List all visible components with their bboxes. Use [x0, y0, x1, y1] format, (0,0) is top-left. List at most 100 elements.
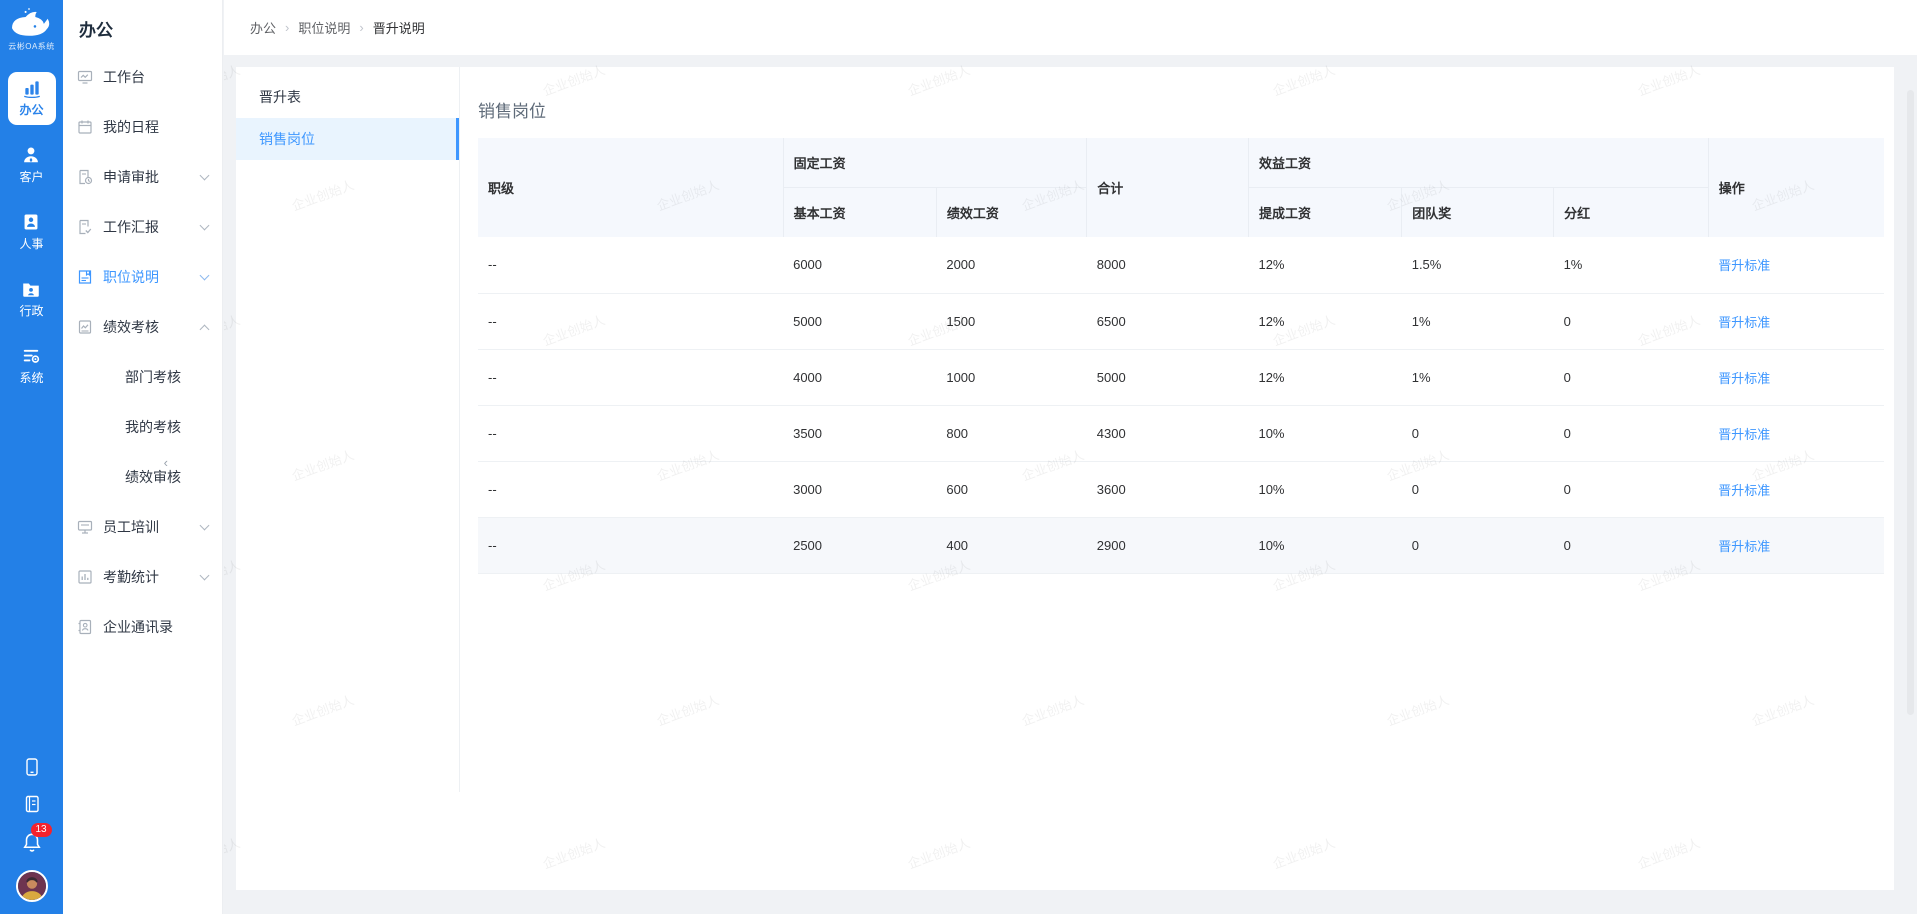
- chevron-down-icon: [199, 220, 210, 231]
- cell-level: --: [478, 517, 784, 574]
- col-header-base-salary: 基本工资: [782, 187, 937, 237]
- promotion-standard-link[interactable]: 晋升标准: [1718, 314, 1771, 330]
- sidebar-item-label: 绩效考核: [103, 319, 159, 335]
- table-row: -- 6000 2000 8000 12% 1.5% 1% 晋升标准: [478, 237, 1884, 294]
- cell-commission: 10%: [1248, 517, 1402, 574]
- chevron-down-icon: [199, 270, 210, 281]
- sidebar-item-attendance[interactable]: 考勤统计: [63, 552, 222, 602]
- rail-item-label: 行政: [19, 304, 44, 318]
- hr-icon: [25, 214, 38, 230]
- col-header-total: 合计: [1086, 138, 1249, 237]
- panel-header: 晋升表: [259, 89, 301, 105]
- cell-commission: 10%: [1248, 461, 1402, 518]
- sidebar-item-performance[interactable]: 绩效考核: [63, 302, 222, 352]
- contacts-icon: [78, 619, 92, 635]
- cell-base-salary: 6000: [783, 237, 937, 294]
- panel-divider: [459, 67, 460, 792]
- table-body: -- 6000 2000 8000 12% 1.5% 1% 晋升标准 --: [478, 237, 1884, 574]
- breadcrumb-separator-icon: ›: [285, 20, 290, 35]
- sidebar-item-position-description[interactable]: 职位说明: [63, 252, 222, 302]
- rail-item-system[interactable]: 系统: [19, 346, 44, 386]
- cell-dividend: 0: [1553, 349, 1709, 406]
- cell-perf-salary: 1000: [936, 349, 1087, 406]
- logo-text: 云彬OA系统: [8, 42, 55, 51]
- cell-action: 晋升标准: [1708, 461, 1884, 518]
- mobile-icon[interactable]: [22, 757, 42, 777]
- sidebar-item-contacts[interactable]: 企业通讯录: [63, 602, 222, 652]
- cell-dividend: 0: [1553, 517, 1709, 574]
- rail-item-admin[interactable]: 行政: [19, 279, 44, 319]
- promotion-standard-link[interactable]: 晋升标准: [1718, 482, 1771, 498]
- cell-level: --: [478, 349, 784, 406]
- sidebar-collapse-icon[interactable]: ‹: [163, 454, 168, 470]
- col-header-action: 操作: [1707, 138, 1884, 237]
- col-header-commission: 提成工资: [1247, 187, 1402, 237]
- cell-team-bonus: 0: [1401, 461, 1554, 518]
- cell-team-bonus: 1%: [1401, 349, 1554, 406]
- sidebar-item-label: 部门考核: [125, 369, 181, 385]
- rail-item-customer[interactable]: 客户: [19, 145, 44, 185]
- cell-base-salary: 4000: [783, 349, 937, 406]
- promotion-standard-link[interactable]: 晋升标准: [1718, 370, 1771, 386]
- content-area: 办公 › 职位说明 › 晋升说明 晋升表 销售岗位 销售岗位 职级 固定工资: [224, 0, 1917, 914]
- promotion-standard-link[interactable]: 晋升标准: [1718, 426, 1771, 442]
- whale-logo-icon: [12, 8, 50, 36]
- sidebar-item-approval[interactable]: 申请审批: [63, 152, 222, 202]
- cell-base-salary: 3000: [783, 461, 937, 518]
- sidebar-item-schedule[interactable]: 我的日程: [63, 102, 222, 152]
- chevron-down-icon: [199, 570, 210, 581]
- table-row: -- 2500 400 2900 10% 0 0 晋升标准: [478, 517, 1884, 574]
- sidebar-item-label: 员工培训: [103, 519, 159, 535]
- sidebar-item-performance-review[interactable]: 绩效审核: [63, 452, 222, 502]
- cell-team-bonus: 0: [1401, 405, 1554, 462]
- cell-dividend: 0: [1553, 405, 1709, 462]
- app-logo[interactable]: 云彬OA系统: [8, 6, 55, 52]
- sidebar-item-workbench[interactable]: 工作台: [63, 52, 222, 102]
- sidebar-item-training[interactable]: 员工培训: [63, 502, 222, 552]
- sidebar-item-label: 企业通讯录: [103, 619, 173, 635]
- rail-item-office[interactable]: 办公: [7, 72, 56, 125]
- breadcrumb-item[interactable]: 职位说明: [298, 21, 351, 36]
- cell-total: 2900: [1086, 517, 1249, 574]
- avatar[interactable]: [15, 870, 48, 902]
- scrollbar-thumb[interactable]: [1907, 90, 1914, 715]
- promotion-standard-link[interactable]: 晋升标准: [1718, 538, 1771, 554]
- promotion-standard-link[interactable]: 晋升标准: [1718, 258, 1771, 274]
- cell-dividend: 0: [1553, 293, 1709, 350]
- rail-item-hr[interactable]: 人事: [19, 212, 44, 252]
- notification-badge: 13: [30, 823, 52, 837]
- office-icon: [23, 81, 40, 98]
- chevron-down-icon: [199, 170, 210, 181]
- breadcrumb-item[interactable]: 办公: [250, 21, 277, 36]
- table-row: -- 5000 1500 6500 12% 1% 0 晋升标准: [478, 293, 1884, 350]
- sidebar-item-my-assessment[interactable]: 我的考核: [63, 402, 222, 452]
- sidebar-item-label: 我的考核: [125, 419, 181, 435]
- cell-perf-salary: 400: [936, 517, 1087, 574]
- breadcrumb-item-current: 晋升说明: [372, 21, 425, 36]
- cell-base-salary: 3500: [783, 405, 937, 462]
- cell-commission: 12%: [1248, 349, 1402, 406]
- cell-total: 4300: [1086, 405, 1249, 462]
- sidebar-item-label: 工作台: [103, 69, 145, 85]
- sidebar-item-label: 我的日程: [103, 119, 159, 135]
- notifications[interactable]: 13: [21, 823, 52, 853]
- cell-dividend: 1%: [1553, 237, 1709, 294]
- sidebar-item-label: 职位说明: [103, 269, 159, 285]
- panel-item-sales-position[interactable]: 销售岗位: [236, 118, 459, 160]
- breadcrumb: 办公 › 职位说明 › 晋升说明: [224, 0, 1917, 55]
- handbook-icon[interactable]: [22, 794, 42, 814]
- sidebar-item-department-assessment[interactable]: 部门考核: [63, 352, 222, 402]
- cell-team-bonus: 1.5%: [1401, 237, 1554, 294]
- promotion-list-panel: 晋升表 销售岗位: [236, 67, 459, 890]
- chevron-down-icon: [199, 520, 210, 531]
- promotion-detail: 销售岗位 职级 固定工资 合计 效益工资 操作 基本工资: [478, 67, 1884, 574]
- table-row: -- 3500 800 4300 10% 0 0 晋升标准: [478, 405, 1884, 462]
- page-title: 销售岗位: [478, 102, 546, 121]
- cell-action: 晋升标准: [1708, 237, 1884, 294]
- sidebar-item-work-report[interactable]: 工作汇报: [63, 202, 222, 252]
- cell-perf-salary: 2000: [936, 237, 1087, 294]
- cell-action: 晋升标准: [1708, 293, 1884, 350]
- rail-item-label: 办公: [19, 103, 44, 117]
- app-rail: 云彬OA系统 办公 客户 人事 行政: [0, 0, 63, 914]
- system-icon: [24, 349, 40, 363]
